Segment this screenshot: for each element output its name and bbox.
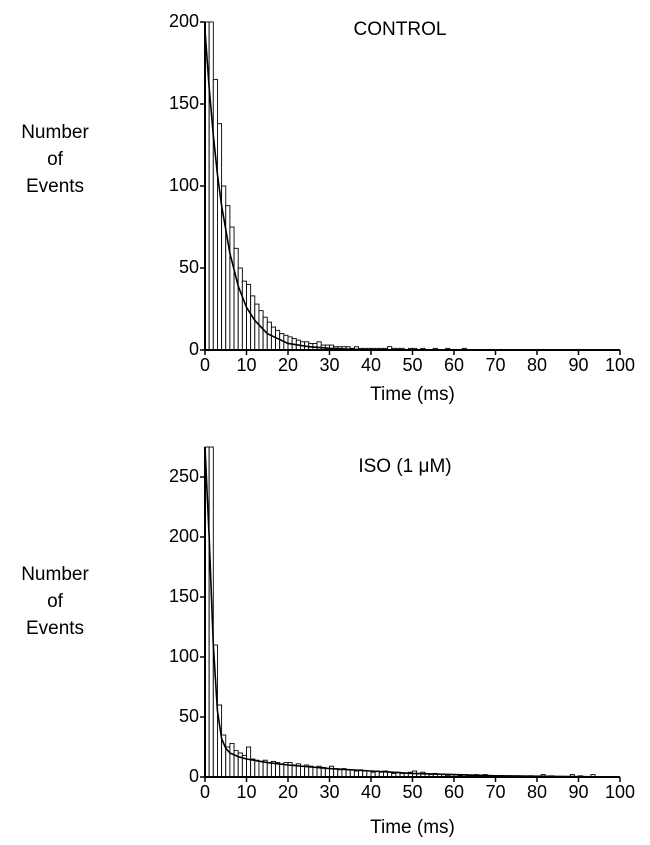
histogram-bar bbox=[333, 768, 339, 778]
y-tick-label: 200 bbox=[169, 526, 199, 546]
x-tick-label: 20 bbox=[278, 782, 298, 802]
x-tick-label: 40 bbox=[361, 782, 381, 802]
histogram-bar bbox=[279, 763, 285, 778]
x-axis-label: Time (ms) bbox=[370, 817, 455, 838]
fit-curve bbox=[204, 30, 620, 351]
x-tick-label: 50 bbox=[402, 782, 422, 802]
y-tick-label: 50 bbox=[179, 706, 199, 726]
histogram-bar bbox=[316, 341, 322, 351]
x-tick-label: 70 bbox=[485, 355, 505, 375]
x-tick-label: 30 bbox=[319, 355, 339, 375]
histogram-bar bbox=[329, 765, 335, 778]
histogram-bar bbox=[250, 295, 256, 351]
histogram-bar bbox=[258, 760, 264, 778]
histogram-bar bbox=[246, 283, 252, 351]
histogram-bar bbox=[258, 310, 264, 351]
x-tick-label: 40 bbox=[361, 355, 381, 375]
x-axis-label: Time (ms) bbox=[370, 384, 455, 405]
chart-title: CONTROL bbox=[354, 19, 447, 40]
x-tick-label: 10 bbox=[236, 782, 256, 802]
x-tick-label: 70 bbox=[485, 782, 505, 802]
histogram-bar bbox=[345, 769, 351, 778]
y-tick-label: 50 bbox=[179, 257, 199, 277]
x-tick-label: 0 bbox=[200, 782, 210, 802]
y-tick-label: 150 bbox=[169, 93, 199, 113]
histogram-bar bbox=[291, 764, 297, 778]
y-tick-label: 150 bbox=[169, 586, 199, 606]
histogram-bar bbox=[233, 247, 239, 351]
histogram-bar bbox=[250, 758, 256, 778]
histogram-bar bbox=[312, 766, 318, 778]
y-tick-label: 0 bbox=[189, 339, 199, 359]
y-tick-label: 0 bbox=[189, 766, 199, 786]
histogram-bar bbox=[275, 329, 281, 351]
x-tick-label: 90 bbox=[568, 355, 588, 375]
x-tick-label: 60 bbox=[444, 782, 464, 802]
histogram-bar bbox=[208, 21, 214, 351]
y-tick-label: 100 bbox=[169, 175, 199, 195]
histogram-bar bbox=[241, 280, 247, 351]
y-axis-label: Number bbox=[21, 564, 89, 585]
x-tick-label: 90 bbox=[568, 782, 588, 802]
histogram-bar bbox=[225, 205, 231, 351]
histogram-bar bbox=[349, 769, 355, 778]
y-axis-label: of bbox=[47, 591, 64, 612]
y-tick-label: 200 bbox=[169, 11, 199, 31]
chart-title: ISO (1 μM) bbox=[358, 456, 451, 477]
histogram-bar bbox=[324, 768, 330, 778]
x-tick-label: 100 bbox=[605, 782, 635, 802]
y-axis-label: Number bbox=[21, 122, 89, 143]
y-axis-label: Events bbox=[26, 618, 84, 639]
histogram-bar bbox=[212, 78, 218, 351]
histogram-bar bbox=[229, 226, 235, 351]
x-tick-label: 50 bbox=[402, 355, 422, 375]
histogram-bar bbox=[270, 326, 276, 351]
x-tick-label: 80 bbox=[527, 782, 547, 802]
x-tick-label: 20 bbox=[278, 355, 298, 375]
histogram-bar bbox=[254, 759, 260, 778]
fit-curve bbox=[204, 446, 621, 778]
histogram-bar bbox=[300, 765, 306, 778]
histogram-bar bbox=[229, 742, 235, 778]
histogram-bar bbox=[216, 123, 223, 351]
y-tick-label: 100 bbox=[169, 646, 199, 666]
x-tick-label: 100 bbox=[605, 355, 635, 375]
x-tick-label: 80 bbox=[527, 355, 547, 375]
histogram-bar bbox=[246, 746, 252, 778]
histogram-bar bbox=[254, 303, 260, 351]
x-tick-label: 10 bbox=[236, 355, 256, 375]
y-tick-label: 250 bbox=[169, 466, 199, 486]
histogram-bar bbox=[337, 769, 343, 778]
x-tick-label: 0 bbox=[200, 355, 210, 375]
histogram-bar bbox=[266, 762, 272, 778]
x-tick-label: 60 bbox=[444, 355, 464, 375]
y-axis-label: Events bbox=[26, 176, 84, 197]
y-axis-label: of bbox=[47, 149, 64, 170]
x-tick-label: 30 bbox=[319, 782, 339, 802]
histogram-bar bbox=[237, 267, 243, 351]
